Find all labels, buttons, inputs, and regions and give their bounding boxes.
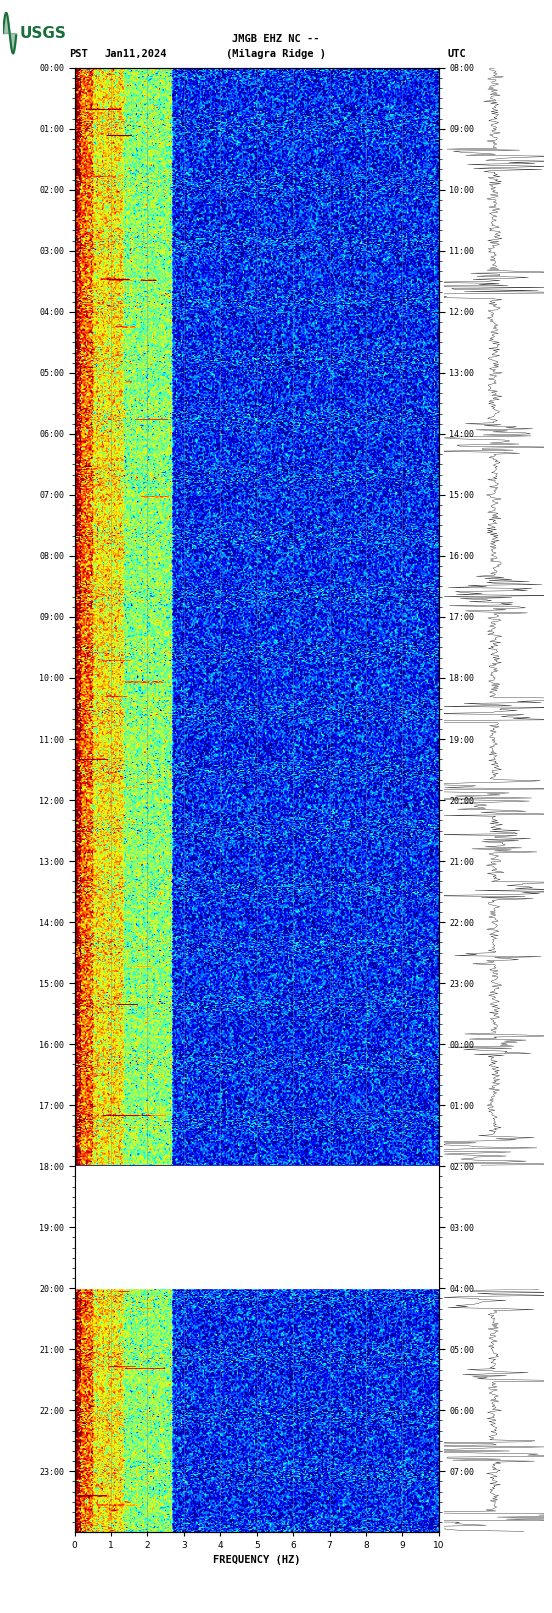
Bar	[444, 1166, 544, 1289]
Text: (Milagra Ridge ): (Milagra Ridge )	[226, 48, 326, 58]
Text: UTC: UTC	[447, 48, 466, 58]
X-axis label: FREQUENCY (HZ): FREQUENCY (HZ)	[213, 1555, 300, 1565]
Text: JMGB EHZ NC --: JMGB EHZ NC --	[232, 34, 320, 44]
Text: PST: PST	[69, 48, 88, 58]
Bar	[75, 1166, 439, 1289]
Text: USGS: USGS	[19, 26, 66, 40]
Text: Jan11,2024: Jan11,2024	[105, 48, 167, 58]
